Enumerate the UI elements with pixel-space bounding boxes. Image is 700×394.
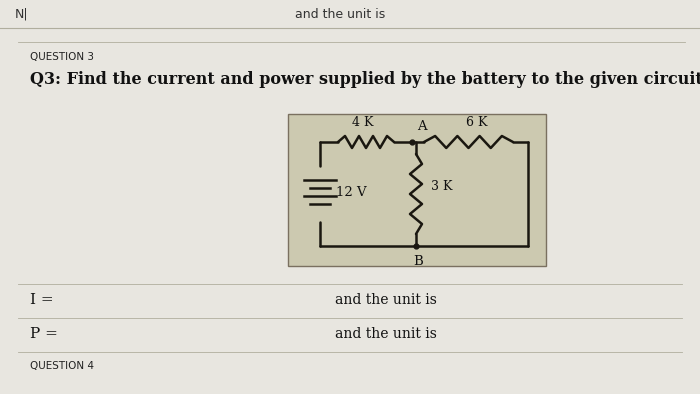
Text: N|: N| bbox=[15, 7, 29, 20]
Text: and the unit is: and the unit is bbox=[295, 7, 385, 20]
FancyBboxPatch shape bbox=[288, 114, 546, 266]
Text: P =: P = bbox=[30, 327, 58, 341]
Text: QUESTION 3: QUESTION 3 bbox=[30, 52, 94, 62]
Text: 6 K: 6 K bbox=[466, 116, 488, 129]
Text: I =: I = bbox=[30, 293, 54, 307]
Text: QUESTION 4: QUESTION 4 bbox=[30, 361, 94, 371]
Text: 3 K: 3 K bbox=[431, 180, 452, 193]
Text: 12 V: 12 V bbox=[336, 186, 367, 199]
Text: and the unit is: and the unit is bbox=[335, 293, 437, 307]
Text: A: A bbox=[417, 120, 427, 133]
Text: and the unit is: and the unit is bbox=[335, 327, 437, 341]
Text: Q3: Find the current and power supplied by the battery to the given circuit.: Q3: Find the current and power supplied … bbox=[30, 71, 700, 87]
Text: 4 K: 4 K bbox=[352, 116, 374, 129]
Text: B: B bbox=[413, 255, 423, 268]
